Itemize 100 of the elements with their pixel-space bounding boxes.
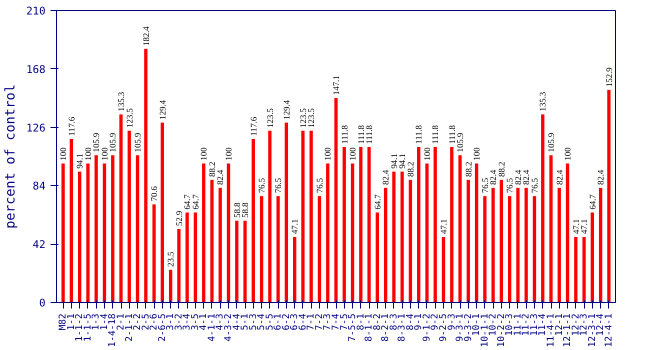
bar <box>598 188 602 302</box>
data-label: 58.8 <box>240 202 250 218</box>
bar <box>417 147 420 302</box>
data-label: 76.5 <box>529 178 540 194</box>
bar <box>516 188 520 302</box>
bar <box>574 237 578 302</box>
data-label: 64.7 <box>372 194 382 210</box>
bar <box>202 163 206 302</box>
bar <box>78 172 82 302</box>
data-label: 100 <box>82 147 93 160</box>
data-label: 82.4 <box>596 169 606 185</box>
x-tick-label: 9-2-5 <box>438 313 449 342</box>
data-label: 82.4 <box>512 169 523 185</box>
y-tick-label: 0 <box>39 296 46 310</box>
bar <box>384 188 388 302</box>
x-tick-label: 11-4-1 <box>546 313 556 348</box>
bar <box>359 147 362 302</box>
data-label: 82.4 <box>554 169 564 185</box>
bar <box>466 180 470 302</box>
data-label: 129.4 <box>281 99 292 120</box>
bar <box>70 138 74 302</box>
bar <box>102 163 106 302</box>
y-tick-label: 168 <box>26 62 46 76</box>
data-label: 111.8 <box>430 125 440 144</box>
data-label: 111.8 <box>356 125 366 144</box>
data-label: 88.2 <box>463 162 474 177</box>
data-label: 100 <box>322 147 333 160</box>
data-label: 123.5 <box>124 108 134 128</box>
bar <box>334 98 338 302</box>
bar <box>111 155 114 302</box>
data-label: 105.9 <box>91 132 102 152</box>
data-label: 117.6 <box>248 116 258 136</box>
bar <box>218 188 222 302</box>
data-label: 76.5 <box>314 178 324 194</box>
bar <box>541 114 544 302</box>
bar <box>408 180 412 302</box>
data-label: 76.5 <box>480 178 490 194</box>
bar <box>210 180 214 302</box>
data-label: 111.8 <box>364 125 374 144</box>
data-label: 52.9 <box>174 210 184 226</box>
data-label: 76.5 <box>504 178 515 194</box>
bar <box>301 130 305 302</box>
bar <box>61 163 65 302</box>
bar <box>434 147 437 302</box>
y-tick-label: 84 <box>32 180 46 193</box>
bar <box>367 147 371 302</box>
bar <box>500 180 504 302</box>
bar <box>342 147 346 302</box>
data-label: 82.4 <box>488 169 498 185</box>
data-label: 135.3 <box>538 92 548 112</box>
data-label: 64.7 <box>182 194 192 210</box>
bar <box>392 172 396 302</box>
bar <box>508 196 512 302</box>
bar <box>458 155 462 302</box>
bar <box>252 138 255 302</box>
data-label: 123.5 <box>264 108 275 128</box>
data-label: 135.3 <box>116 92 126 112</box>
bar <box>483 196 486 302</box>
x-tick-label: 2-1 <box>116 313 126 330</box>
data-label: 88.2 <box>206 162 217 177</box>
x-tick-label: 7-4 <box>330 313 342 330</box>
bar <box>326 163 330 302</box>
data-label: 123.5 <box>306 108 316 128</box>
data-label: 111.8 <box>414 125 424 144</box>
y-tick-label: 42 <box>32 238 46 252</box>
data-label: 94.1 <box>388 154 399 169</box>
bar <box>243 220 247 302</box>
data-label: 94.1 <box>397 154 408 169</box>
bar <box>144 48 148 302</box>
data-label: 64.7 <box>587 194 598 210</box>
data-label: 47.1 <box>579 218 590 234</box>
data-label: 123.5 <box>298 108 308 128</box>
bar <box>136 155 140 302</box>
bar <box>152 204 156 302</box>
bar <box>524 188 528 302</box>
bar <box>94 155 98 302</box>
data-label: 47.1 <box>438 218 448 234</box>
data-label: 100 <box>422 147 432 160</box>
x-tick-label: 12-4-1 <box>603 313 614 348</box>
bar <box>119 114 123 302</box>
data-label: 100 <box>99 147 110 160</box>
data-label: 58.8 <box>232 202 242 218</box>
bar <box>607 90 611 302</box>
bar <box>160 122 164 302</box>
data-label: 152.9 <box>604 67 614 87</box>
data-label: 100 <box>198 147 209 160</box>
bar <box>350 163 354 302</box>
bar <box>450 147 454 302</box>
data-label: 82.4 <box>521 169 532 185</box>
bar <box>235 220 238 302</box>
bar <box>194 212 198 302</box>
data-label: 111.8 <box>339 125 350 144</box>
bar <box>177 228 181 302</box>
bar <box>186 212 189 302</box>
bar <box>226 163 230 302</box>
data-label: 76.5 <box>273 178 284 194</box>
bar <box>376 212 379 302</box>
data-label: 47.1 <box>570 218 581 234</box>
y-tick-label: 126 <box>26 121 46 134</box>
bar <box>284 122 288 302</box>
